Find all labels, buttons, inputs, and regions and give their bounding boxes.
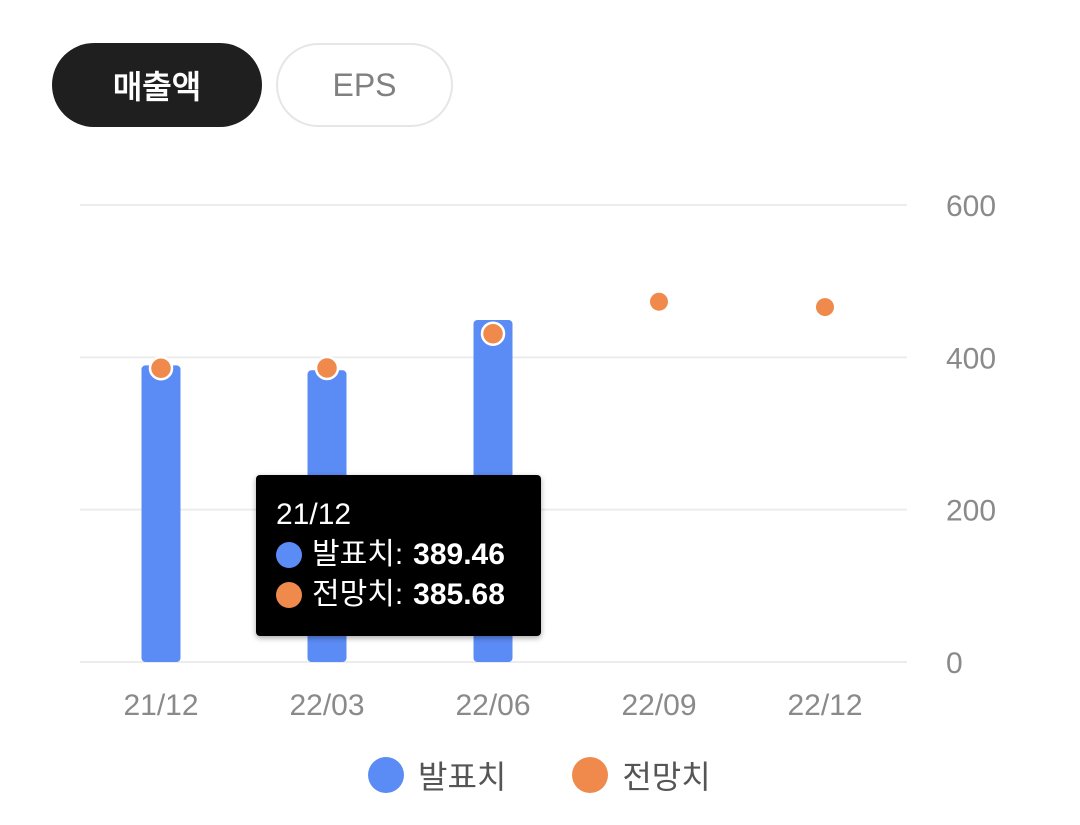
x-tick-label: 22/12 (787, 689, 862, 722)
y-tick-label: 200 (946, 495, 996, 528)
legend-label-actual: 발표치 (418, 759, 507, 795)
legend-item-actual[interactable]: 발표치 (368, 752, 506, 798)
tab-revenue[interactable]: 매출액 (52, 43, 262, 127)
legend-label-estimate: 전망치 (622, 759, 711, 795)
tooltip-value-actual: 389.46 (413, 538, 505, 571)
estimate-dot-icon (276, 582, 302, 608)
y-tick-label: 400 (946, 342, 996, 375)
y-tick-label: 0 (946, 647, 963, 680)
tooltip-value-estimate: 385.68 (413, 578, 505, 611)
x-tick-label: 22/06 (455, 689, 530, 722)
legend-actual-dot-icon (368, 757, 404, 793)
point-estimate (816, 298, 834, 317)
chart-legend: 발표치 전망치 (368, 752, 711, 798)
point-estimate (314, 355, 340, 381)
tooltip-row-actual: 발표치: 389.46 (276, 535, 541, 575)
bar-actual (141, 365, 181, 662)
legend-estimate-dot-icon (572, 757, 609, 793)
x-tick-label: 21/12 (123, 689, 198, 722)
x-tick-label: 22/09 (621, 689, 696, 722)
legend-item-estimate[interactable]: 전망치 (572, 752, 711, 798)
chart-tooltip: 21/12 발표치: 389.46 전망치: 385.68 (256, 475, 541, 636)
tooltip-label-estimate: 전망치 (312, 578, 395, 611)
tab-eps[interactable]: EPS (276, 43, 453, 127)
point-estimate (480, 321, 506, 346)
tooltip-row-estimate: 전망치: 385.68 (276, 575, 541, 615)
actual-dot-icon (276, 542, 302, 568)
point-estimate (650, 292, 668, 311)
y-tick-label: 600 (946, 190, 996, 223)
x-tick-label: 22/03 (289, 689, 364, 722)
tooltip-label-actual: 발표치 (312, 538, 395, 571)
metric-tabs: 매출액 EPS (52, 43, 453, 127)
point-estimate (148, 355, 174, 381)
tooltip-title: 21/12 (276, 498, 352, 531)
